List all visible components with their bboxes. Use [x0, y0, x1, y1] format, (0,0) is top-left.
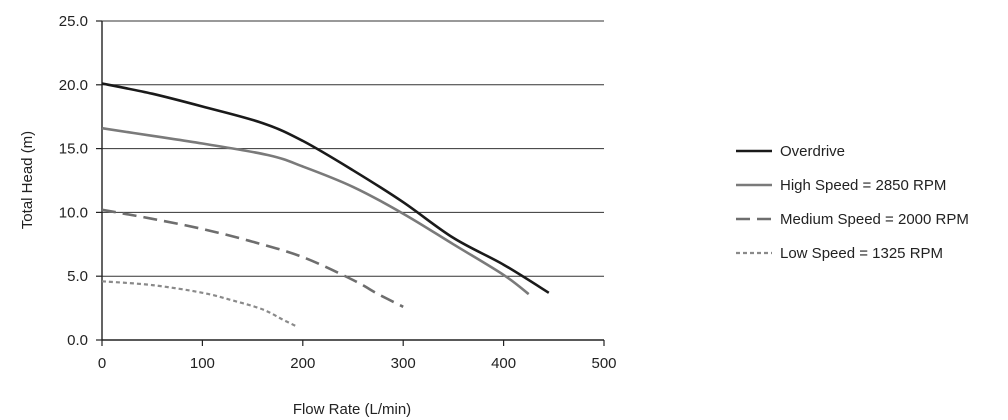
legend-label: High Speed = 2850 RPM [780, 177, 946, 194]
y-axis-label: Total Head (m) [19, 131, 36, 229]
legend-label: Medium Speed = 2000 RPM [780, 211, 969, 228]
legend-item: Overdrive [736, 143, 845, 160]
y-tick-labels: 0.0 5.0 10.0 15.0 20.0 25.0 [59, 13, 102, 349]
y-tick-label: 20.0 [59, 77, 88, 94]
series-lines [101, 82, 550, 327]
series-line-1 [101, 82, 550, 294]
y-tick-label: 10.0 [59, 204, 88, 221]
y-tick-label: 15.0 [59, 141, 88, 158]
x-tick-label: 500 [591, 355, 616, 372]
x-tick-label: 200 [290, 355, 315, 372]
y-tick-label: 0.0 [67, 332, 88, 349]
y-tick-label: 25.0 [59, 13, 88, 30]
legend-item: Medium Speed = 2000 RPM [736, 211, 969, 228]
x-tick-labels: 0 100 200 300 400 500 [98, 340, 617, 372]
x-tick-label: 0 [98, 355, 106, 372]
series-line-4 [101, 280, 297, 327]
y-tick-label: 5.0 [67, 268, 88, 285]
axes [101, 21, 604, 341]
legend-label: Low Speed = 1325 RPM [780, 245, 943, 262]
series-line-3 [101, 208, 404, 308]
x-tick-label: 300 [391, 355, 416, 372]
legend-item: Low Speed = 1325 RPM [736, 245, 943, 262]
legend: Overdrive High Speed = 2850 RPM Medium Spe… [736, 143, 969, 262]
series-line-2 [101, 126, 530, 296]
gridlines [102, 20, 604, 277]
x-tick-label: 400 [491, 355, 516, 372]
legend-item: High Speed = 2850 RPM [736, 177, 946, 194]
x-tick-label: 100 [190, 355, 215, 372]
x-axis-label: Flow Rate (L/min) [293, 401, 411, 418]
legend-label: Overdrive [780, 143, 845, 160]
